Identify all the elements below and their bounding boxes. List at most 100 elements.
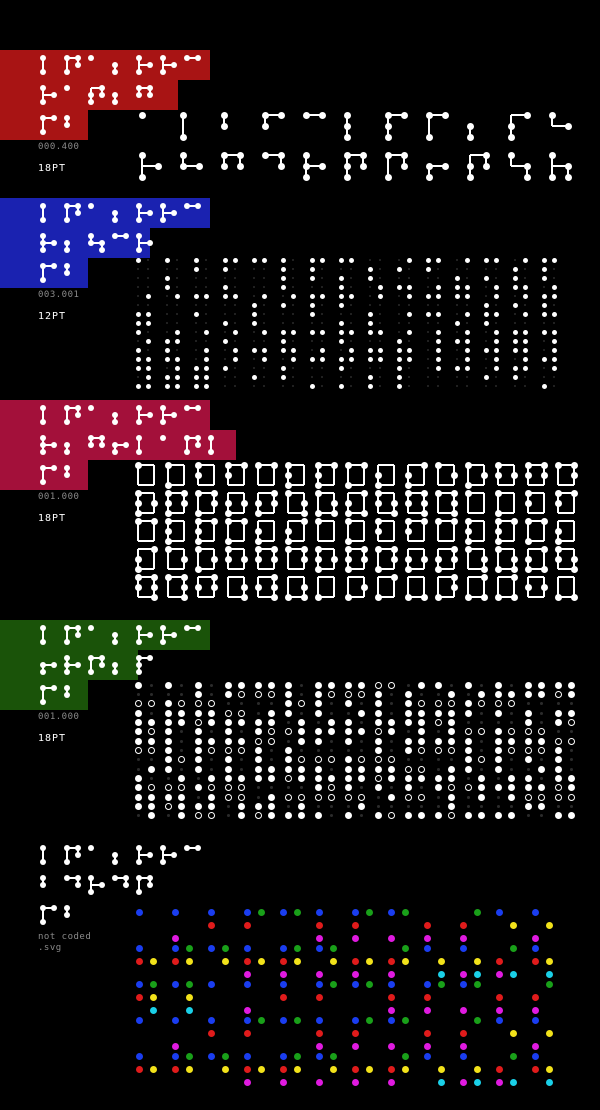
glyph-cell [378,108,419,148]
glyph-cell [132,1049,168,1085]
braille-letter-glyph [86,54,108,76]
braille-letter-glyph [110,624,132,646]
glyph-row [132,977,564,1014]
braille-letter-glyph [86,874,108,896]
braille-letter-glyph [62,262,84,284]
braille-letter-glyph [134,84,156,106]
braille-letter-glyph [110,202,132,224]
braille-letter-glyph [86,844,108,866]
braille-letter-glyph [38,232,60,254]
glyph-cell [132,309,161,336]
specimen-labels: 003.001 12PT [38,290,158,323]
glyph-cell [132,572,162,601]
glyph-cell [522,736,552,764]
braille-letter-glyph [134,844,156,866]
glyph-cell [462,680,492,708]
glyph-cell [312,680,342,708]
glyph-cell [492,544,522,573]
braille-letter-glyph [38,654,60,676]
glyph-cell [552,572,582,601]
glyph-cell [552,680,582,708]
glyph-cell [252,764,282,792]
braille-letter-glyph [62,464,84,486]
glyph-cell [462,544,492,573]
glyph-cell [422,255,451,282]
glyph-cell [342,680,372,708]
glyph-cell [372,488,402,517]
glyph-cell [248,282,277,309]
braille-letter-glyph [62,404,84,426]
glyph-cell [132,736,162,764]
glyph-cell [204,905,240,941]
glyph-row [132,792,582,820]
braille-letter-glyph [110,654,132,676]
braille-letter-glyph [38,54,60,76]
glyph-row [132,708,582,736]
glyph-cell [168,977,204,1014]
glyph-cell [384,1049,420,1086]
glyph-cell [132,1013,168,1049]
braille-letter-glyph [38,844,60,866]
glyph-cell [162,488,192,517]
braille-letter-glyph [134,624,156,646]
glyph-cell [372,516,402,544]
specimen-labels: 001.000 18PT [38,492,158,525]
glyph-cell [393,255,422,282]
glyph-cell [161,309,190,336]
glyph-cell [456,905,492,942]
braille-letter-glyph [110,232,132,254]
glyph-cell [306,336,335,363]
glyph-cell [277,282,306,309]
glyph-cell [480,282,509,309]
glyph-cell [222,460,252,488]
glyph-cell [312,460,342,489]
glyph-cell [372,680,402,708]
glyph-cell [420,941,456,978]
glyph-cell [451,255,480,282]
glyph-cell [432,764,462,792]
glyph-cell [538,282,567,309]
glyph-cell [462,708,492,736]
glyph-cell [296,108,337,148]
specimen-labels: 000.400 18PT [38,142,158,175]
glyph-cell [240,977,276,1014]
glyph-cell [420,1049,456,1086]
glyph-cell [384,941,420,978]
braille-letter-glyph [62,874,84,896]
glyph-row [132,148,583,188]
braille-letter-glyph [86,84,108,106]
glyph-cell [393,282,422,309]
glyph-cell [248,336,277,363]
braille-letter-glyph [110,404,132,426]
glyph-cell [312,488,342,517]
braille-letter-glyph [182,844,204,866]
glyph-cell [252,792,282,820]
glyph-cell [219,336,248,363]
glyph-row [132,544,582,573]
glyph-cell [296,148,337,188]
glyph-row [132,1013,564,1050]
glyph-cell [204,1013,240,1049]
glyph-cell [277,363,306,390]
glyph-cell [162,544,192,572]
glyph-row [132,336,567,363]
glyph-cell [492,572,522,601]
glyph-cell [480,336,509,363]
glyph-cell [132,792,162,820]
glyph-cell [255,148,296,188]
specimen-point-size: 18PT [38,513,67,524]
glyph-cell [282,736,312,764]
glyph-cell [192,572,222,600]
glyph-cell [252,544,282,572]
glyph-row [132,460,582,489]
glyph-cell [342,488,372,517]
banner-bar-0: BRAILLE [0,620,210,650]
braille-letter-glyph [110,84,132,106]
banner-bar-2: HC [0,110,88,140]
glyph-row [132,764,582,792]
glyph-cell [552,764,582,792]
glyph-cell [132,708,162,736]
glyph-cell [132,941,168,977]
glyph-cell [538,309,567,336]
glyph-cell [492,905,528,941]
